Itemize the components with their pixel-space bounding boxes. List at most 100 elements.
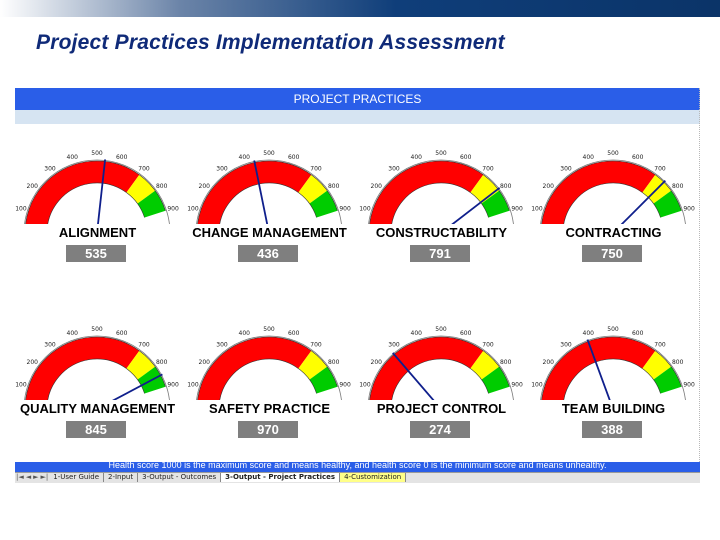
gauge-tick-label: 500 [435, 150, 447, 157]
gauge-score-value: 436 [238, 245, 298, 262]
gauge-needle [392, 352, 435, 400]
gauge-tick-label: 800 [500, 359, 512, 366]
gauge-tick-label: 700 [138, 341, 150, 348]
gauge-tick-label: 200 [199, 183, 211, 190]
gauge-zone [470, 174, 500, 204]
gauge-zone-edge [391, 358, 489, 400]
gauge-tick-label: 900 [167, 381, 179, 388]
sheet-tab[interactable]: 2-Input [104, 473, 139, 482]
gauge-tick-label: 200 [371, 183, 383, 190]
gauge-zone [642, 350, 672, 380]
gauge-zone [309, 190, 338, 218]
gauge-dial: 01002003004005006007008009001000 [359, 150, 523, 224]
gauge-tick-label: 100 [187, 381, 199, 388]
gauge-tick-label: 800 [156, 183, 168, 190]
gauge-tick-label: 800 [328, 183, 340, 190]
gauge-score-value: 845 [66, 421, 126, 438]
gauge-tick-label: 100 [15, 381, 27, 388]
health-score-note: Health score 1000 is the maximum score a… [108, 462, 607, 470]
gauge-zone [137, 366, 166, 394]
gauge-zone-edge [219, 182, 317, 224]
sheet-header-band [15, 110, 700, 124]
gauge-zone-edge [563, 358, 661, 400]
gauge-dial: 01002003004005006007008009001000 [15, 326, 179, 400]
gauge-tick-label: 700 [138, 165, 150, 172]
gauge-quality-management: 01002003004005006007008009001000QUALITY … [15, 300, 180, 470]
gauge-score-value: 535 [66, 245, 126, 262]
gauge-tick-label: 900 [167, 205, 179, 212]
gauge-tick-label: 400 [239, 330, 251, 337]
gauge-zone-edge [541, 160, 682, 224]
gauge-tick-label: 500 [435, 326, 447, 333]
gauge-outline [368, 335, 514, 400]
gauge-zone-edge [25, 336, 166, 400]
sheet-tab[interactable]: 3-Output - Project Practices [221, 473, 341, 482]
gauge-outline [368, 159, 514, 224]
gauge-needle [97, 159, 107, 224]
gauge-zone [25, 337, 140, 400]
gauge-zone-edge [563, 182, 661, 224]
gauge-tick-label: 300 [560, 341, 572, 348]
gauge-zone [197, 161, 312, 224]
gauge-tick-label: 200 [27, 183, 39, 190]
gauge-tick-label: 500 [91, 326, 103, 333]
gauge-label: SAFETY PRACTICE [208, 401, 331, 416]
gauge-tick-label: 100 [359, 381, 371, 388]
gauge-tick-label: 300 [44, 341, 56, 348]
gauge-tick-label: 900 [339, 381, 351, 388]
gauge-tick-label: 600 [632, 330, 644, 337]
gauge-tick-label: 300 [216, 165, 228, 172]
sheet-tab[interactable]: 3-Output - Outcomes [138, 473, 222, 482]
gauge-zone [298, 174, 328, 204]
gauge-score-value: 791 [410, 245, 470, 262]
gauge-tick-label: 400 [239, 154, 251, 161]
gauge-zone-edge [47, 182, 145, 224]
sheet-tab[interactable]: 1-User Guide [49, 473, 104, 482]
gauge-tick-label: 100 [187, 205, 199, 212]
gauge-tick-label: 800 [500, 183, 512, 190]
gauge-tick-label: 200 [371, 359, 383, 366]
gauge-zone [541, 337, 656, 400]
gauge-zone [309, 366, 338, 394]
prev-sheet-icon[interactable]: ◄ [25, 473, 32, 481]
gauge-needle [112, 373, 163, 400]
gauge-label: CONTRACTING [565, 225, 662, 240]
gauge-tick-label: 100 [531, 381, 543, 388]
gauge-zone-edge [541, 336, 682, 400]
gauge-tick-label: 100 [15, 205, 27, 212]
gauge-zone-edge [369, 160, 510, 224]
gauge-zone-edge [25, 160, 166, 224]
gauge-outline [24, 159, 170, 224]
gauge-zone [298, 350, 328, 380]
gauge-zone [653, 190, 682, 218]
gauge-tick-label: 800 [672, 183, 684, 190]
gauge-zone [481, 190, 510, 218]
sheet-header-bar: PROJECT PRACTICES [15, 88, 700, 110]
gauge-zone-edge [47, 358, 145, 400]
gauge-tick-label: 300 [388, 165, 400, 172]
sheet-tab-strip: |◄ ◄ ► ►| 1-User Guide 2-Input 3-Output - Outc… [15, 472, 700, 483]
sheet-tab[interactable]: 4-Customization [340, 473, 407, 482]
gauge-needle [586, 339, 611, 400]
gauge-needle [451, 187, 501, 224]
last-sheet-icon[interactable]: ►| [40, 473, 49, 481]
gauge-tick-label: 600 [460, 330, 472, 337]
next-sheet-icon[interactable]: ► [33, 473, 39, 481]
gauge-zone [197, 337, 312, 400]
gauge-zone-edge [197, 160, 338, 224]
gauge-change-management: 01002003004005006007008009001000CHANGE M… [187, 124, 352, 294]
gauge-dial: 01002003004005006007008009001000 [15, 150, 179, 224]
gauge-label: TEAM BUILDING [561, 401, 666, 416]
gauge-outline [540, 159, 686, 224]
gauge-zone-edge [369, 336, 510, 400]
gauge-label: CHANGE MANAGEMENT [192, 225, 347, 240]
gauge-safety-practice: 01002003004005006007008009001000SAFETY P… [187, 300, 352, 470]
gauge-tick-label: 900 [339, 205, 351, 212]
gauge-zone [541, 161, 656, 224]
spreadsheet-view: PROJECT PRACTICES 0100200300400500600700… [15, 88, 700, 482]
gauge-zone [470, 350, 500, 380]
gauge-outline [24, 335, 170, 400]
first-sheet-icon[interactable]: |◄ [16, 473, 24, 481]
gauge-zone [126, 350, 156, 380]
gauge-constructability: 01002003004005006007008009001000CONSTRUC… [359, 124, 524, 294]
